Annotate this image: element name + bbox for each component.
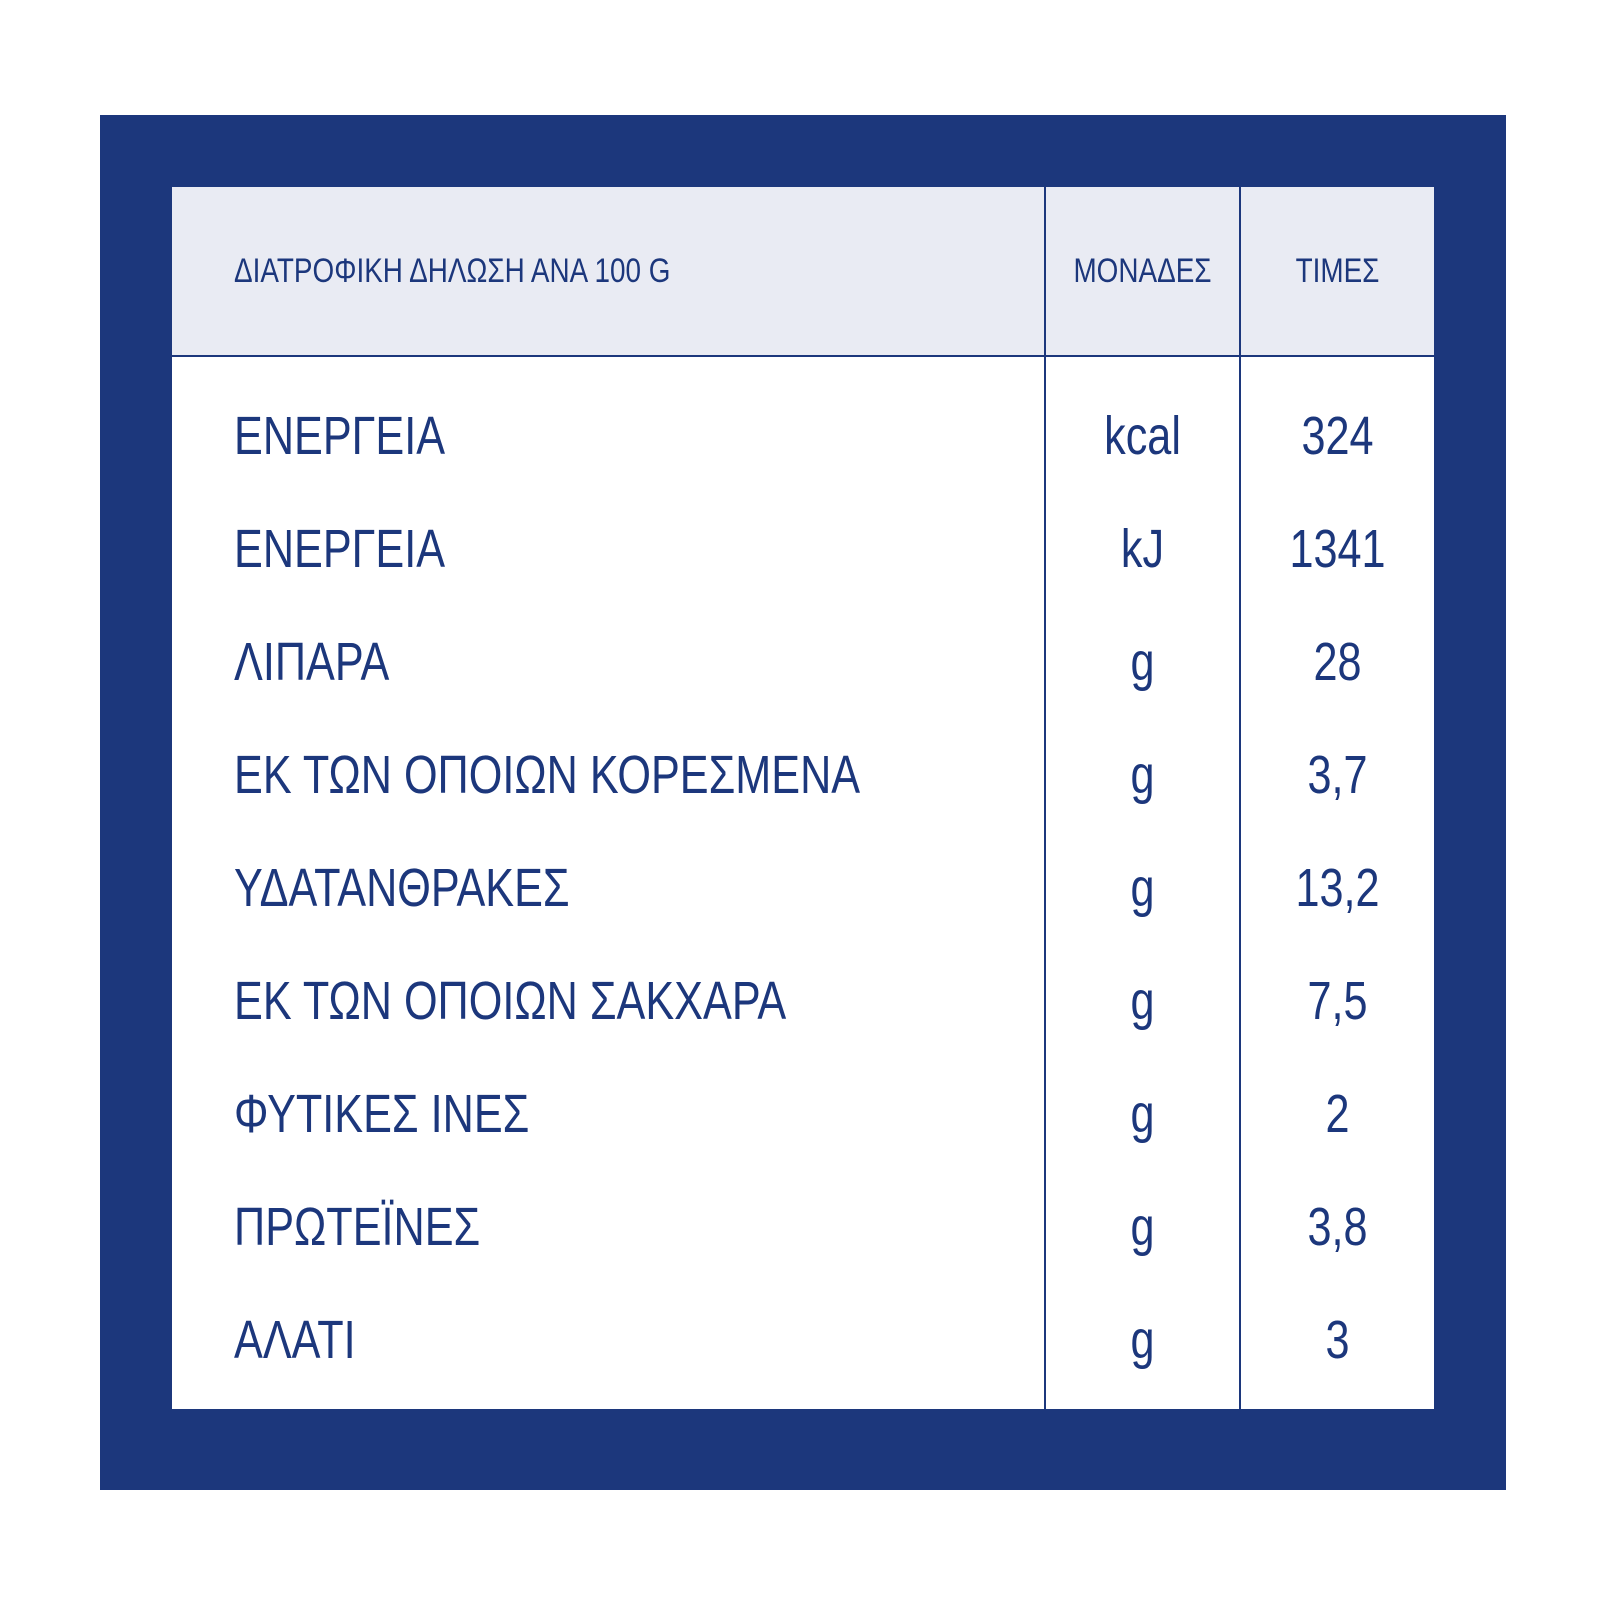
nutrient-unit: g bbox=[1130, 1197, 1155, 1257]
header-nutrient-column: ΔΙΑΤΡΟΦΙΚΗ ΔΗΛΩΣΗ ΑΝΑ 100 G bbox=[234, 252, 671, 290]
nutrient-name: ΠΡΩΤΕΪΝΕΣ bbox=[234, 1197, 481, 1257]
nutrient-unit: g bbox=[1130, 971, 1155, 1031]
nutrient-name: ΛΙΠΑΡΑ bbox=[234, 632, 390, 692]
table-row: ΕΝΕΡΓΕΙΑ kJ 1341 bbox=[172, 493, 1434, 606]
nutrient-name: ΕΝΕΡΓΕΙΑ bbox=[234, 406, 446, 466]
header-unit-column: ΜΟΝΑΔΕΣ bbox=[1073, 252, 1212, 290]
nutrient-value: 7,5 bbox=[1307, 971, 1368, 1031]
nutrient-name: ΑΛΑΤΙ bbox=[234, 1310, 356, 1370]
table-row: ΕΚ ΤΩΝ ΟΠΟΙΩΝ ΣΑΚΧΑΡΑ g 7,5 bbox=[172, 945, 1434, 1058]
nutrient-name: ΕΝΕΡΓΕΙΑ bbox=[234, 519, 446, 579]
nutrient-unit: kcal bbox=[1104, 406, 1181, 466]
nutrient-value: 1341 bbox=[1289, 519, 1386, 579]
nutrient-value: 3,8 bbox=[1307, 1197, 1368, 1257]
nutrient-name: ΕΚ ΤΩΝ ΟΠΟΙΩΝ ΚΟΡΕΣΜΕΝΑ bbox=[234, 745, 861, 805]
nutrient-unit: g bbox=[1130, 1310, 1155, 1370]
table-header: ΔΙΑΤΡΟΦΙΚΗ ΔΗΛΩΣΗ ΑΝΑ 100 G ΜΟΝΑΔΕΣ ΤΙΜΕ… bbox=[172, 187, 1434, 357]
nutrient-value: 2 bbox=[1325, 1084, 1350, 1144]
nutrient-unit: g bbox=[1130, 1084, 1155, 1144]
table-row: ΑΛΑΤΙ g 3 bbox=[172, 1284, 1434, 1397]
nutrient-value: 28 bbox=[1313, 632, 1362, 692]
nutrient-value: 324 bbox=[1301, 406, 1374, 466]
nutrition-table: ΔΙΑΤΡΟΦΙΚΗ ΔΗΛΩΣΗ ΑΝΑ 100 G ΜΟΝΑΔΕΣ ΤΙΜΕ… bbox=[172, 187, 1434, 1409]
nutrient-name: ΕΚ ΤΩΝ ΟΠΟΙΩΝ ΣΑΚΧΑΡΑ bbox=[234, 971, 787, 1031]
nutrient-unit: g bbox=[1130, 632, 1155, 692]
nutrient-unit: g bbox=[1130, 745, 1155, 805]
column-divider-unit bbox=[1044, 187, 1046, 1409]
header-value-column: ΤΙΜΕΣ bbox=[1295, 252, 1380, 290]
column-divider-value bbox=[1239, 187, 1241, 1409]
table-row: ΕΝΕΡΓΕΙΑ kcal 324 bbox=[172, 380, 1434, 493]
table-row: ΕΚ ΤΩΝ ΟΠΟΙΩΝ ΚΟΡΕΣΜΕΝΑ g 3,7 bbox=[172, 719, 1434, 832]
nutrient-unit: g bbox=[1130, 858, 1155, 918]
table-row: ΦΥΤΙΚΕΣ ΙΝΕΣ g 2 bbox=[172, 1058, 1434, 1171]
nutrient-name: ΥΔΑΤΑΝΘΡΑΚΕΣ bbox=[234, 858, 570, 918]
nutrient-value: 3,7 bbox=[1307, 745, 1368, 805]
table-body: ΕΝΕΡΓΕΙΑ kcal 324 ΕΝΕΡΓΕΙΑ kJ 1341 ΛΙΠΑΡ… bbox=[172, 380, 1434, 1397]
nutrient-value: 13,2 bbox=[1295, 858, 1380, 918]
nutrient-name: ΦΥΤΙΚΕΣ ΙΝΕΣ bbox=[234, 1084, 530, 1144]
nutrient-unit: kJ bbox=[1120, 519, 1165, 579]
table-row: ΛΙΠΑΡΑ g 28 bbox=[172, 606, 1434, 719]
table-row: ΥΔΑΤΑΝΘΡΑΚΕΣ g 13,2 bbox=[172, 832, 1434, 945]
nutrition-label-frame: ΔΙΑΤΡΟΦΙΚΗ ΔΗΛΩΣΗ ΑΝΑ 100 G ΜΟΝΑΔΕΣ ΤΙΜΕ… bbox=[100, 115, 1506, 1490]
nutrient-value: 3 bbox=[1325, 1310, 1350, 1370]
table-row: ΠΡΩΤΕΪΝΕΣ g 3,8 bbox=[172, 1171, 1434, 1284]
